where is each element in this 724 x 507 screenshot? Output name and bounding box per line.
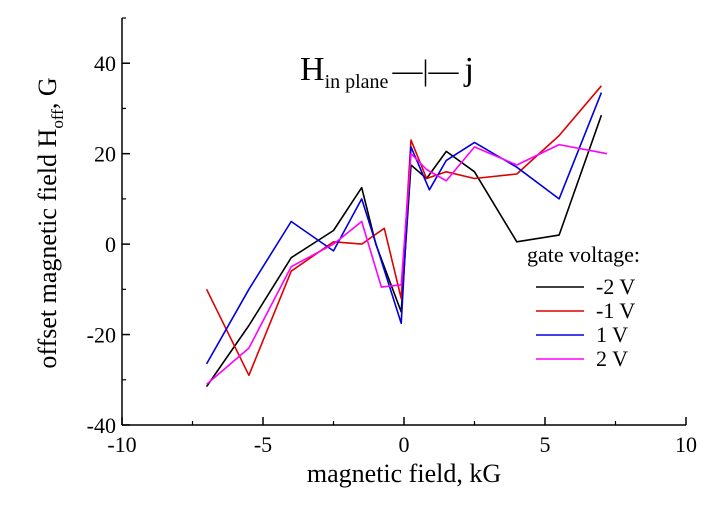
y-tick-label: -20 <box>87 323 116 348</box>
chart-annotation: Hin plane —|— j <box>300 51 474 93</box>
x-tick-label: 10 <box>675 432 697 457</box>
y-tick-label: 0 <box>105 232 116 257</box>
legend-label-3: 2 V <box>596 346 628 371</box>
legend-label-1: -1 V <box>596 298 635 323</box>
x-tick-label: -5 <box>254 432 272 457</box>
x-tick-label: 5 <box>540 432 551 457</box>
series-line-3 <box>206 143 608 385</box>
y-axis-label-main: offset magnetic field H <box>33 128 62 368</box>
annotation-subscript: in plane <box>325 71 389 93</box>
legend-label-0: -2 V <box>596 274 635 299</box>
annotation-symbol: —|— <box>391 54 459 87</box>
legend-label-2: 1 V <box>596 322 628 347</box>
annotation-main: H <box>300 51 325 88</box>
series-layer <box>205 85 608 388</box>
y-axis-label-tail: , G <box>33 77 62 109</box>
x-tick-label: 0 <box>399 432 410 457</box>
legend: gate voltage: -2 V-1 V1 V2 V <box>527 242 640 371</box>
axes: -10 -5 0 5 10 -40 -20 0 20 40 <box>87 17 697 457</box>
y-tick-label: -40 <box>87 413 116 438</box>
y-axis-label: offset magnetic field Hoff, G <box>33 77 67 368</box>
y-tick-label: 40 <box>94 51 116 76</box>
annotation-tail: j <box>463 51 473 88</box>
x-tick-label: -10 <box>107 432 136 457</box>
x-axis-label: magnetic field, kG <box>307 459 501 488</box>
series-line-2 <box>205 92 603 365</box>
legend-title: gate voltage: <box>527 242 640 267</box>
y-axis-label-subscript: off <box>48 109 67 129</box>
y-tick-label: 20 <box>94 142 116 167</box>
series-line-1 <box>205 85 603 377</box>
